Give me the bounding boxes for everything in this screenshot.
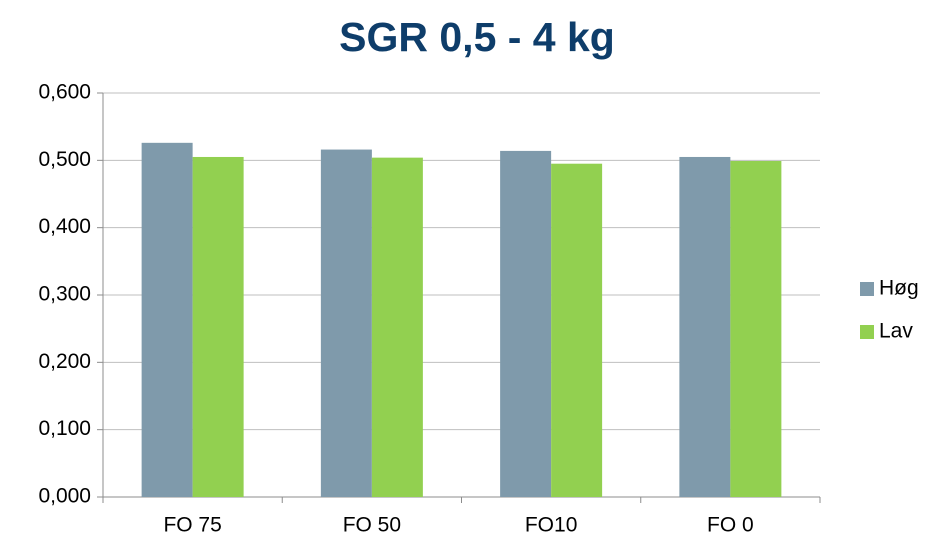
legend-swatch — [860, 325, 874, 339]
x-tick-label: FO10 — [525, 514, 578, 537]
bar — [679, 156, 731, 497]
y-tick-label: 0,200 — [38, 350, 91, 373]
bar — [192, 156, 244, 497]
legend-label: Høg — [879, 277, 919, 300]
y-tick-label: 0,300 — [38, 283, 91, 306]
bar — [551, 163, 603, 497]
bar — [141, 142, 193, 497]
bar — [371, 157, 423, 497]
bar — [500, 150, 552, 497]
bar — [730, 161, 782, 498]
y-tick-label: 0,500 — [38, 148, 91, 171]
legend-label: Lav — [879, 320, 913, 343]
chart-title: SGR 0,5 - 4 kg — [339, 14, 615, 60]
x-tick-label: FO 0 — [707, 514, 754, 537]
bar — [320, 149, 372, 497]
y-tick-label: 0,600 — [38, 81, 91, 104]
y-tick-label: 0,400 — [38, 215, 91, 238]
y-tick-label: 0,100 — [38, 417, 91, 440]
y-tick-label: 0,000 — [38, 485, 91, 508]
legend-swatch — [860, 282, 874, 296]
x-tick-label: FO 50 — [343, 514, 401, 537]
x-tick-label: FO 75 — [163, 514, 221, 537]
